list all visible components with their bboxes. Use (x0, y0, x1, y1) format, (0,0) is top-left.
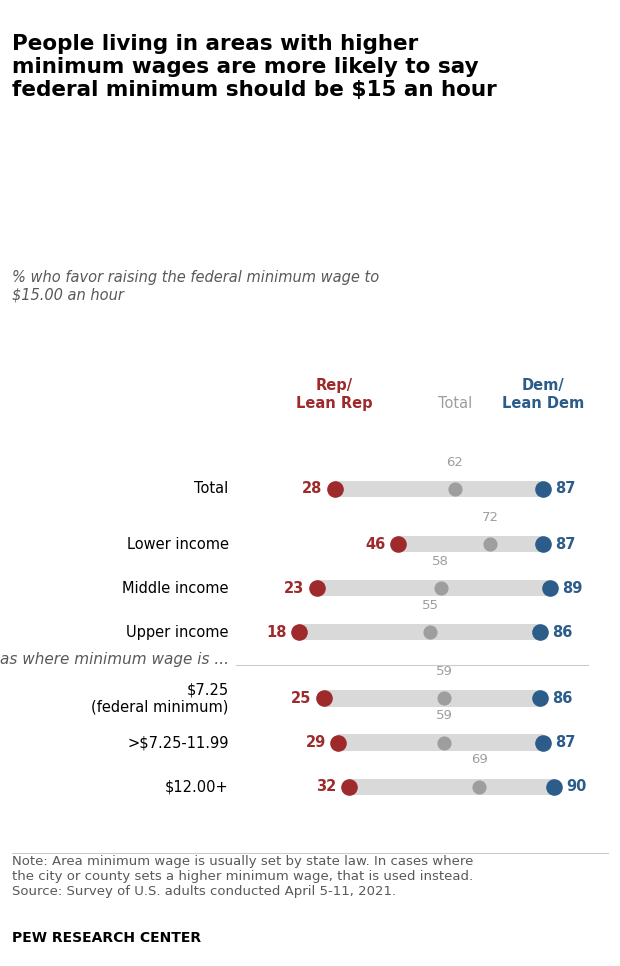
Text: 23: 23 (284, 581, 304, 596)
Text: 46: 46 (366, 536, 386, 552)
Point (439, 691, 449, 706)
Bar (338, 734, 543, 751)
Text: 29: 29 (306, 735, 326, 750)
Point (450, 481, 459, 497)
Bar (299, 624, 539, 640)
Point (538, 481, 548, 497)
Point (393, 536, 403, 552)
Point (485, 536, 495, 552)
Text: 86: 86 (552, 625, 572, 639)
Text: Total: Total (194, 481, 229, 497)
Text: Rep/
Lean Rep: Rep/ Lean Rep (296, 378, 373, 411)
Text: 87: 87 (556, 536, 576, 552)
Point (538, 735, 548, 751)
Text: People living in areas with higher
minimum wages are more likely to say
federal : People living in areas with higher minim… (12, 34, 497, 100)
Point (545, 581, 555, 596)
Text: Middle income: Middle income (122, 581, 229, 596)
Point (425, 625, 435, 640)
Text: 86: 86 (552, 691, 572, 706)
Text: 89: 89 (562, 581, 583, 596)
Bar (317, 580, 550, 596)
Point (294, 625, 304, 640)
Text: 28: 28 (302, 481, 322, 497)
Point (330, 481, 340, 497)
Text: 58: 58 (432, 554, 449, 568)
Text: PEW RESEARCH CENTER: PEW RESEARCH CENTER (12, 931, 202, 945)
Text: Note: Area minimum wage is usually set by state law. In cases where
the city or : Note: Area minimum wage is usually set b… (12, 855, 474, 898)
Point (439, 735, 449, 751)
Text: % who favor raising the federal minimum wage to
$15.00 an hour: % who favor raising the federal minimum … (12, 270, 379, 303)
Text: 25: 25 (291, 691, 312, 706)
Point (538, 536, 548, 552)
Bar (324, 691, 539, 706)
Bar (398, 536, 543, 553)
Point (534, 625, 544, 640)
Point (333, 735, 343, 751)
Text: 32: 32 (316, 780, 336, 794)
Text: >$7.25-11.99: >$7.25-11.99 (127, 735, 229, 750)
Text: 62: 62 (446, 456, 463, 469)
Point (312, 581, 322, 596)
Text: 87: 87 (556, 481, 576, 497)
Text: 18: 18 (267, 625, 287, 639)
Text: 59: 59 (436, 709, 453, 723)
Text: $12.00+: $12.00+ (165, 780, 229, 794)
Point (343, 779, 353, 794)
Text: Lower income: Lower income (126, 536, 229, 552)
Text: Dem/
Lean Dem: Dem/ Lean Dem (502, 378, 584, 411)
Point (436, 581, 446, 596)
Point (474, 779, 484, 794)
Bar (348, 779, 554, 795)
Text: Total: Total (438, 395, 472, 411)
Text: $7.25
(federal minimum): $7.25 (federal minimum) (91, 682, 229, 715)
Bar (335, 481, 543, 497)
Text: In areas where minimum wage is ...: In areas where minimum wage is ... (0, 652, 229, 668)
Text: 72: 72 (482, 511, 498, 524)
Text: 87: 87 (556, 735, 576, 750)
Point (319, 691, 329, 706)
Text: 69: 69 (471, 753, 488, 766)
Point (534, 691, 544, 706)
Text: 59: 59 (436, 666, 453, 678)
Point (549, 779, 559, 794)
Text: 55: 55 (422, 599, 438, 612)
Text: Upper income: Upper income (126, 625, 229, 639)
Text: 90: 90 (566, 780, 587, 794)
